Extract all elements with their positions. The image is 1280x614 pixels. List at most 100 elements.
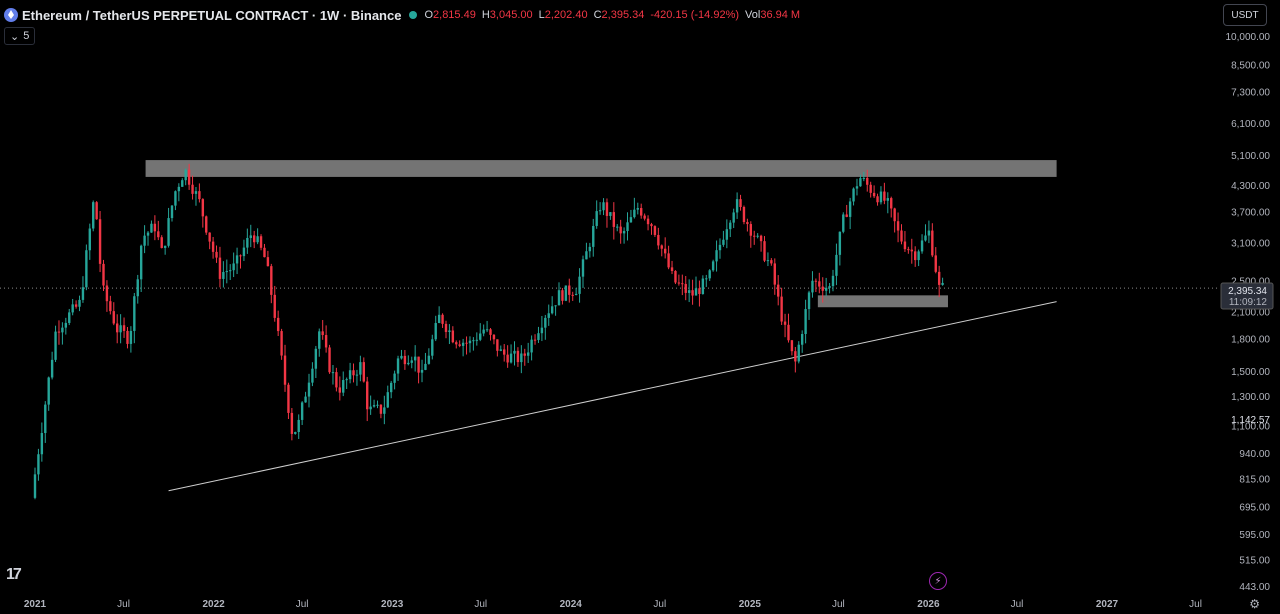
candle-body — [342, 380, 345, 393]
candle-body — [852, 188, 855, 202]
symbol-title[interactable]: Ethereum / TetherUS PERPETUAL CONTRACT ·… — [22, 7, 402, 23]
y-tick-label: 3,100.00 — [1231, 239, 1270, 250]
ohlc-item: H3,045.00 — [482, 9, 533, 21]
candle-body — [763, 241, 766, 261]
candle-body — [698, 288, 701, 294]
candle-body — [85, 250, 88, 288]
candle-body — [448, 330, 451, 332]
candle-body — [917, 251, 920, 261]
candle-body — [831, 275, 835, 287]
candle-body — [92, 202, 95, 229]
candle-body — [270, 266, 273, 295]
candle-body — [571, 294, 574, 296]
tradingview-logo-icon[interactable]: 17 — [6, 566, 22, 583]
candle-body — [862, 177, 866, 179]
candle-body — [335, 372, 338, 388]
candle-body — [139, 245, 143, 280]
currency-selector[interactable]: USDT — [1223, 4, 1267, 26]
candle-body — [431, 339, 434, 356]
candle-body — [773, 263, 776, 285]
indicator-count: 5 — [23, 30, 30, 42]
x-tick-label: 2027 — [1096, 599, 1119, 610]
candle-body — [383, 407, 386, 414]
candle-body — [893, 208, 896, 222]
candle-body — [503, 349, 506, 355]
candle-body — [157, 231, 160, 238]
y-tick-label: 1,300.00 — [1231, 392, 1270, 403]
x-tick-label: 2022 — [202, 599, 225, 610]
candle-body — [50, 359, 54, 378]
candle-body — [434, 323, 437, 340]
candle-body — [934, 255, 937, 272]
candle-body — [424, 363, 427, 370]
candle-body — [701, 278, 705, 294]
candle-body — [304, 396, 307, 403]
x-tick-label: Jul — [653, 599, 666, 610]
candle-body — [126, 330, 129, 344]
candle-body — [914, 251, 917, 261]
x-tick-label: Jul — [474, 599, 487, 610]
candle-body — [838, 231, 842, 255]
candle-body — [88, 228, 91, 251]
candle-body — [321, 331, 324, 336]
candle-body — [290, 412, 294, 434]
indicators-toggle-button[interactable]: ⌄ 5 — [4, 27, 36, 45]
candle-body — [715, 250, 718, 262]
y-tick-label: 3,700.00 — [1231, 207, 1270, 218]
candle-body — [276, 317, 280, 332]
candle-body — [879, 191, 883, 203]
ohlc-item: O2,815.49 — [424, 9, 475, 21]
candle-body — [287, 384, 290, 413]
candle-body — [592, 225, 595, 247]
candle-body — [660, 245, 663, 249]
candle-body — [300, 402, 304, 420]
candle-body — [550, 306, 554, 314]
candle-body — [544, 317, 547, 328]
y-tick-label: 2,100.00 — [1231, 307, 1270, 318]
candle-body — [626, 222, 629, 232]
x-tick-label: 2023 — [381, 599, 404, 610]
y-tick-label: 695.00 — [1239, 503, 1270, 514]
candle-body — [393, 373, 396, 383]
candle-body — [612, 212, 616, 227]
candle-body — [205, 216, 208, 233]
candle-body — [400, 355, 403, 359]
candle-body — [499, 349, 502, 351]
candle-body — [112, 311, 115, 324]
y-tick-label: 1,500.00 — [1231, 367, 1270, 378]
candle-body — [407, 362, 410, 365]
candle-body — [705, 278, 708, 280]
candle-body — [263, 247, 266, 258]
candle-body — [472, 340, 475, 342]
candle-body — [876, 196, 879, 203]
candle-body — [800, 333, 804, 345]
candle-body — [547, 313, 550, 318]
candle-body — [143, 235, 146, 246]
candle-body — [605, 202, 609, 216]
candle-body — [61, 327, 64, 333]
candle-body — [174, 191, 177, 206]
candle-body — [403, 355, 407, 365]
candle-body — [68, 312, 71, 323]
candle-body — [489, 329, 492, 335]
candle-body — [218, 257, 222, 279]
candle-body — [711, 261, 715, 271]
candle-body — [235, 255, 239, 264]
candle-body — [941, 282, 944, 285]
candle-body — [540, 327, 544, 334]
candle-body — [872, 192, 876, 197]
candle-body — [376, 404, 379, 406]
lightning-icon[interactable]: ⚡ — [929, 572, 947, 590]
candle-body — [146, 232, 150, 236]
ohlc-value: 2,395.34 — [601, 9, 645, 21]
candle-body — [828, 286, 831, 288]
candle-body — [417, 356, 420, 373]
candle-body — [324, 335, 328, 348]
x-tick-label: Jul — [832, 599, 845, 610]
candle-body — [896, 221, 900, 231]
gear-icon[interactable]: ⚙ — [1249, 597, 1260, 611]
candle-body — [249, 235, 252, 238]
candle-body — [420, 369, 424, 373]
candle-body — [345, 379, 348, 381]
